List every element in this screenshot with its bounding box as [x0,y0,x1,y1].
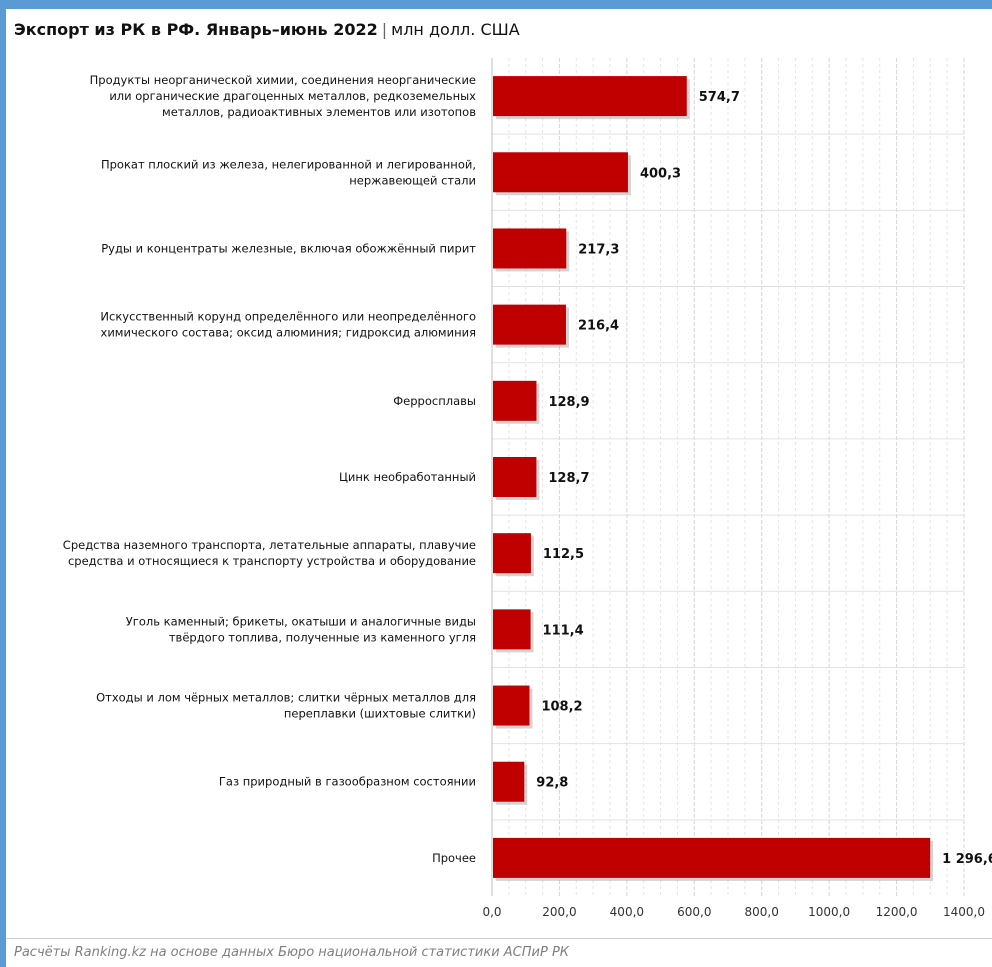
data-label: 216,4 [578,319,619,334]
title-separator: | [381,20,388,39]
bar [493,761,525,802]
data-label: 400,3 [640,166,681,181]
data-label: 128,7 [548,471,589,486]
category-label: металлов, радиоактивных элементов или из… [162,105,476,119]
category-label: Руды и концентраты железные, включая обо… [101,241,476,255]
bar [493,228,567,269]
category-label: Газ природный в газообразном состоянии [219,775,476,789]
x-tick-label: 1000,0 [808,905,850,919]
data-label: 128,9 [548,395,589,410]
category-label: Цинк необработанный [339,470,476,484]
bar [493,457,537,497]
chart-title-main: Экспорт из РК в РФ. Январь–июнь 2022 [14,20,378,39]
category-label: средства и относящиеся к транспорту устр… [68,554,476,568]
data-label: 1 296,6 [942,852,992,867]
x-tick-label: 200,0 [542,905,576,919]
category-label: Средства наземного транспорта, летательн… [63,538,476,552]
category-label: Ферросплавы [393,394,476,408]
data-label: 108,2 [541,700,582,715]
category-label: химического состава; оксид алюминия; гид… [101,326,476,340]
source-note: Расчёты Ranking.kz на основе данных Бюро… [14,945,570,960]
category-label: твёрдого топлива, полученные из каменног… [169,630,476,644]
bar [493,76,687,117]
bar [493,533,531,574]
bar-chart: 574,7 Продукты неорганической химии, соед… [63,58,992,919]
data-label: 111,4 [543,623,584,638]
bar [493,380,537,421]
x-tick-label: 800,0 [745,905,779,919]
bar [493,685,530,726]
data-label: 574,7 [699,90,740,105]
category-label: Прочее [432,851,476,865]
category-label: Продукты неорганической химии, соединени… [90,73,476,87]
category-label: Отходы и лом чёрных металлов; слитки чёр… [96,691,476,705]
x-tick-label: 0,0 [482,905,501,919]
data-label: 92,8 [536,776,568,791]
data-label: 217,3 [578,242,619,257]
bar [493,609,531,650]
x-tick-label: 1200,0 [876,905,918,919]
x-tick-label: 600,0 [677,905,711,919]
x-tick-label: 400,0 [610,905,644,919]
chart-unit: млн долл. США [391,20,520,39]
category-label: Уголь каменный; брикеты, окатыши и анало… [126,614,476,628]
bar [493,837,931,878]
bar [493,152,628,193]
category-label: или органические драгоценных металлов, р… [109,89,476,103]
category-label: нержавеющей стали [349,173,476,187]
chart-title: Экспорт из РК в РФ. Январь–июнь 2022 | млн… [14,20,520,39]
category-label: переплавки (шихтовые слитки) [284,707,476,721]
category-label: Искусственный корунд определённого или н… [100,310,476,324]
footer-divider [6,938,992,939]
data-label: 112,5 [543,547,584,562]
bar [493,304,566,345]
x-tick-label: 1400,0 [943,905,985,919]
category-label: Прокат плоский из железа, нелегированной… [101,157,476,171]
